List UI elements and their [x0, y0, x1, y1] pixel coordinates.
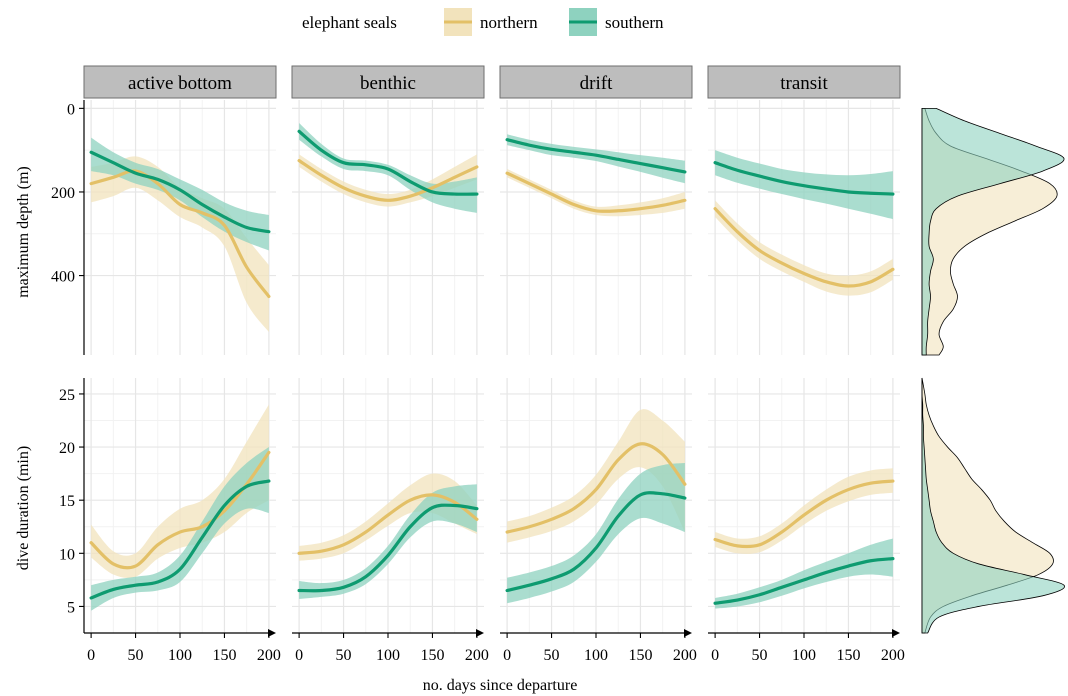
ribbon-northern: [507, 168, 685, 217]
y-axis-title-depth: maximum depth (m): [15, 166, 32, 298]
ribbon-southern: [91, 447, 269, 611]
line-northern: [713, 207, 895, 288]
marginal-densities: [921, 107, 1065, 634]
x-tick-label-1: 100: [376, 647, 400, 664]
facet-strip-2: [499, 65, 693, 99]
facet-strip-label-3: transit: [780, 73, 828, 94]
line-southern: [505, 491, 687, 593]
line-northern: [89, 450, 271, 570]
x-tick-label-3: 150: [836, 647, 860, 664]
y-tick-label-row0: 200: [51, 185, 75, 202]
line-southern: [297, 129, 479, 196]
y-axis-title-duration: dive duration (min): [15, 446, 32, 570]
ribbon-southern: [715, 538, 893, 609]
panel-row0-1: [292, 100, 484, 355]
x-tick-label-0: 200: [257, 647, 281, 664]
facet-strip-0: [83, 65, 277, 99]
x-tick-label-1: 50: [336, 647, 352, 664]
x-axis-arrow-1: [476, 629, 484, 637]
x-tick-label-1: 200: [465, 647, 489, 664]
line-southern: [297, 503, 479, 593]
facet-strip-3: [707, 65, 901, 99]
ribbon-southern: [507, 134, 685, 184]
facet-strip-label-0: active bottom: [128, 73, 232, 94]
x-tick-label-2: 0: [503, 647, 511, 664]
x-tick-label-0: 100: [168, 647, 192, 664]
line-northern: [505, 442, 687, 534]
x-axis-arrow-2: [684, 629, 692, 637]
x-tick-label-1: 150: [420, 647, 444, 664]
ribbon-southern: [299, 484, 477, 599]
x-tick-label-3: 50: [752, 647, 768, 664]
line-northern: [297, 159, 479, 202]
y-tick-label-row1: 25: [59, 387, 75, 404]
panel-row1-2: [500, 378, 692, 633]
density-row0: [921, 107, 1065, 356]
density-row1: [921, 377, 1065, 634]
panel-row0-3: [708, 100, 900, 355]
x-tick-label-3: 200: [881, 647, 905, 664]
legend-label-northern: northern: [480, 13, 538, 32]
line-northern: [713, 479, 895, 549]
facet-strip-1: [291, 65, 485, 99]
y-tick-label-row1: 15: [59, 493, 75, 510]
x-tick-label-3: 0: [711, 647, 719, 664]
x-tick-label-2: 150: [628, 647, 652, 664]
panel-row1-0: [84, 378, 276, 633]
x-axis-arrow-0: [268, 629, 276, 637]
x-tick-label-2: 50: [544, 647, 560, 664]
x-tick-label-3: 100: [792, 647, 816, 664]
legend: elephant seals northern southern: [302, 8, 664, 36]
legend-title: elephant seals: [302, 13, 397, 32]
axes: 0 200 400 5 10 15 20 25 0 50 100 150 200 0 50 100 150 200…: [51, 100, 905, 664]
ribbon-northern: [715, 200, 893, 296]
x-axis-arrow-3: [892, 629, 900, 637]
y-tick-label-row1: 5: [67, 599, 75, 616]
x-axis-title: no. days since departure: [423, 677, 578, 694]
line-northern: [505, 171, 687, 213]
panel-row0-2: [500, 100, 692, 355]
y-tick-label-row0: 0: [67, 101, 75, 118]
line-southern: [505, 138, 687, 174]
x-tick-label-0: 50: [128, 647, 144, 664]
line-southern: [89, 479, 271, 600]
facet-strips: active bottom benthic drift transit: [83, 65, 901, 99]
y-tick-label-row1: 10: [59, 546, 75, 563]
legend-label-southern: southern: [605, 13, 664, 32]
x-tick-label-2: 100: [584, 647, 608, 664]
x-tick-label-1: 0: [295, 647, 303, 664]
line-southern: [89, 150, 271, 234]
line-northern: [89, 169, 271, 299]
density-southern: [921, 107, 1065, 356]
panel-row0-0: [84, 100, 276, 355]
line-southern: [713, 161, 895, 196]
x-tick-label-2: 200: [673, 647, 697, 664]
ribbon-southern: [507, 463, 685, 604]
density-southern: [921, 377, 1065, 634]
x-tick-label-0: 0: [87, 647, 95, 664]
panel-row1-3: [708, 378, 900, 633]
y-tick-label-row1: 20: [59, 440, 75, 457]
plot-panels: [84, 100, 900, 633]
ribbon-southern: [91, 137, 269, 251]
line-southern: [713, 557, 895, 605]
line-northern: [297, 493, 479, 555]
y-tick-label-row0: 400: [51, 269, 75, 286]
panel-row1-1: [292, 378, 484, 633]
facet-strip-label-2: drift: [580, 73, 613, 94]
facet-strip-label-1: benthic: [360, 73, 416, 94]
x-tick-label-0: 150: [212, 647, 236, 664]
